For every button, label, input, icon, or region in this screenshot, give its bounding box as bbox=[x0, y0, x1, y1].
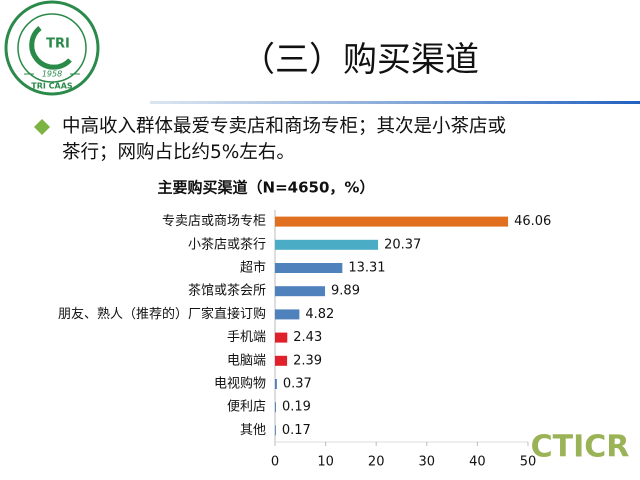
bar bbox=[275, 239, 379, 250]
y-tick-label: 朋友、熟人（推荐的）厂家直接订购 bbox=[58, 306, 266, 322]
bar bbox=[275, 425, 276, 436]
slide-title: （三）购买渠道 bbox=[241, 40, 479, 80]
x-tick-label: 40 bbox=[469, 455, 486, 470]
data-label: 13.31 bbox=[348, 261, 385, 276]
bar bbox=[275, 309, 300, 320]
y-tick-label: 手机端 bbox=[227, 330, 266, 345]
bar bbox=[275, 402, 276, 413]
data-label: 9.89 bbox=[331, 284, 360, 299]
y-tick-label: 茶馆或茶会所 bbox=[188, 283, 266, 299]
data-label: 0.19 bbox=[282, 400, 311, 415]
data-label: 2.39 bbox=[293, 353, 322, 368]
chart-title: 主要购买渠道（N=4650，%） bbox=[158, 179, 375, 197]
y-tick-label: 小茶店或茶行 bbox=[188, 236, 266, 252]
data-label: 0.37 bbox=[283, 377, 312, 392]
bullet-icon bbox=[34, 119, 50, 135]
watermark: CTICR bbox=[531, 430, 630, 465]
x-tick-label: 30 bbox=[419, 455, 436, 470]
x-tick-label: 0 bbox=[271, 455, 279, 470]
bar bbox=[275, 355, 288, 366]
y-tick-label: 便利店 bbox=[227, 400, 266, 415]
bar bbox=[275, 216, 509, 227]
bar bbox=[275, 332, 288, 343]
data-label: 20.37 bbox=[384, 237, 421, 252]
data-label: 46.06 bbox=[514, 214, 551, 229]
logo: TRI 1958 TRI CAAS bbox=[4, 0, 100, 96]
bullet-text: 中高收入群体最爱专卖店和商场专柜；其次是小茶店或 bbox=[62, 116, 506, 137]
title-rule bbox=[150, 101, 640, 104]
y-tick-label: 电视购物 bbox=[214, 376, 266, 392]
x-tick-label: 50 bbox=[520, 455, 537, 470]
data-label: 4.82 bbox=[305, 307, 334, 322]
y-tick-label: 电脑端 bbox=[227, 353, 266, 368]
data-label: 2.43 bbox=[293, 330, 322, 345]
bar bbox=[275, 286, 326, 297]
bullet-text: 茶行；网购占比约5%左右。 bbox=[62, 142, 295, 163]
y-tick-label: 其他 bbox=[240, 423, 266, 438]
data-label: 0.17 bbox=[282, 423, 311, 438]
logo-text: TRI CAAS bbox=[31, 82, 73, 91]
y-tick-label: 专卖店或商场专柜 bbox=[162, 214, 266, 229]
logo-text: TRI bbox=[46, 37, 70, 52]
y-tick-label: 超市 bbox=[240, 260, 266, 276]
logo-year: 1958 bbox=[42, 70, 62, 79]
x-tick-label: 20 bbox=[368, 455, 385, 470]
bar bbox=[275, 379, 277, 389]
bar bbox=[275, 263, 343, 273]
x-tick-label: 10 bbox=[317, 455, 334, 470]
